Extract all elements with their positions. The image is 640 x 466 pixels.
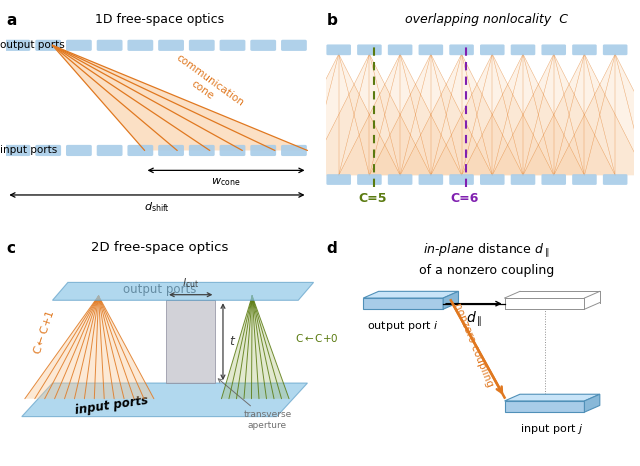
Polygon shape (431, 54, 554, 175)
Polygon shape (492, 54, 615, 175)
FancyBboxPatch shape (250, 40, 276, 51)
FancyBboxPatch shape (357, 44, 381, 55)
FancyBboxPatch shape (97, 145, 122, 156)
FancyBboxPatch shape (449, 174, 474, 185)
Polygon shape (400, 54, 523, 175)
Text: 2D free-space optics: 2D free-space optics (92, 241, 228, 254)
Text: b: b (326, 13, 337, 27)
Polygon shape (523, 54, 640, 175)
FancyBboxPatch shape (281, 40, 307, 51)
FancyBboxPatch shape (603, 174, 627, 185)
Polygon shape (504, 394, 600, 401)
Polygon shape (166, 300, 215, 383)
FancyBboxPatch shape (326, 174, 351, 185)
Text: C$\leftarrow$C+0: C$\leftarrow$C+0 (295, 332, 339, 344)
Text: C$\leftarrow$C+1: C$\leftarrow$C+1 (30, 308, 56, 356)
Text: $w_{\mathregular{cone}}$: $w_{\mathregular{cone}}$ (211, 176, 241, 188)
Text: $d_{\mathregular{shift}}$: $d_{\mathregular{shift}}$ (144, 200, 170, 214)
Text: output port $i$: output port $i$ (367, 319, 439, 333)
FancyBboxPatch shape (419, 174, 443, 185)
FancyBboxPatch shape (189, 40, 214, 51)
FancyBboxPatch shape (4, 40, 30, 51)
Text: C=6: C=6 (451, 192, 479, 205)
Polygon shape (443, 291, 458, 309)
FancyBboxPatch shape (572, 44, 596, 55)
Polygon shape (277, 54, 400, 175)
Text: overlapping nonlocality  C: overlapping nonlocality C (404, 13, 568, 26)
Polygon shape (504, 401, 584, 412)
FancyBboxPatch shape (388, 174, 412, 185)
Text: communication
cone: communication cone (167, 53, 245, 118)
Text: a: a (6, 13, 17, 27)
Polygon shape (554, 54, 640, 175)
Text: $\it{in}$-$\it{plane}$ distance $d_\parallel$
of a nonzero coupling: $\it{in}$-$\it{plane}$ distance $d_\para… (419, 241, 554, 277)
FancyBboxPatch shape (35, 145, 61, 156)
Text: $t$: $t$ (229, 335, 236, 348)
Polygon shape (52, 45, 307, 151)
FancyBboxPatch shape (326, 44, 351, 55)
FancyBboxPatch shape (189, 145, 214, 156)
FancyBboxPatch shape (127, 40, 153, 51)
FancyBboxPatch shape (97, 40, 122, 51)
Text: output ports: output ports (0, 41, 65, 50)
Polygon shape (364, 298, 443, 309)
Polygon shape (221, 296, 289, 399)
FancyBboxPatch shape (220, 145, 245, 156)
FancyBboxPatch shape (66, 40, 92, 51)
FancyBboxPatch shape (220, 40, 245, 51)
Text: input port $j$: input port $j$ (520, 422, 584, 436)
FancyBboxPatch shape (541, 174, 566, 185)
FancyBboxPatch shape (250, 145, 276, 156)
Text: input ports: input ports (0, 145, 58, 156)
FancyBboxPatch shape (388, 44, 412, 55)
FancyBboxPatch shape (480, 174, 504, 185)
Text: output ports: output ports (124, 282, 196, 295)
FancyBboxPatch shape (449, 44, 474, 55)
FancyBboxPatch shape (281, 145, 307, 156)
Polygon shape (364, 291, 458, 298)
FancyBboxPatch shape (603, 44, 627, 55)
FancyBboxPatch shape (419, 44, 443, 55)
Polygon shape (25, 296, 154, 399)
Polygon shape (584, 394, 600, 412)
Polygon shape (369, 54, 492, 175)
FancyBboxPatch shape (158, 145, 184, 156)
Text: input ports: input ports (74, 394, 149, 417)
FancyBboxPatch shape (572, 174, 596, 185)
Polygon shape (308, 54, 431, 175)
Polygon shape (461, 54, 584, 175)
FancyBboxPatch shape (127, 145, 153, 156)
FancyBboxPatch shape (480, 44, 504, 55)
Text: $l_{\mathregular{cut}}$: $l_{\mathregular{cut}}$ (182, 276, 199, 290)
Text: nonzero coupling: nonzero coupling (452, 302, 495, 388)
Text: transverse
aperture: transverse aperture (218, 379, 292, 430)
Polygon shape (52, 282, 314, 300)
FancyBboxPatch shape (4, 145, 30, 156)
FancyBboxPatch shape (66, 145, 92, 156)
Text: c: c (6, 241, 15, 256)
Text: $d_\parallel$: $d_\parallel$ (466, 309, 482, 329)
FancyBboxPatch shape (511, 44, 535, 55)
FancyBboxPatch shape (541, 44, 566, 55)
FancyBboxPatch shape (357, 174, 381, 185)
Text: 1D free-space optics: 1D free-space optics (95, 13, 225, 26)
Polygon shape (339, 54, 461, 175)
Text: C=5: C=5 (358, 192, 387, 205)
Polygon shape (22, 383, 307, 417)
Text: d: d (326, 241, 337, 256)
FancyBboxPatch shape (158, 40, 184, 51)
FancyBboxPatch shape (35, 40, 61, 51)
FancyBboxPatch shape (511, 174, 535, 185)
